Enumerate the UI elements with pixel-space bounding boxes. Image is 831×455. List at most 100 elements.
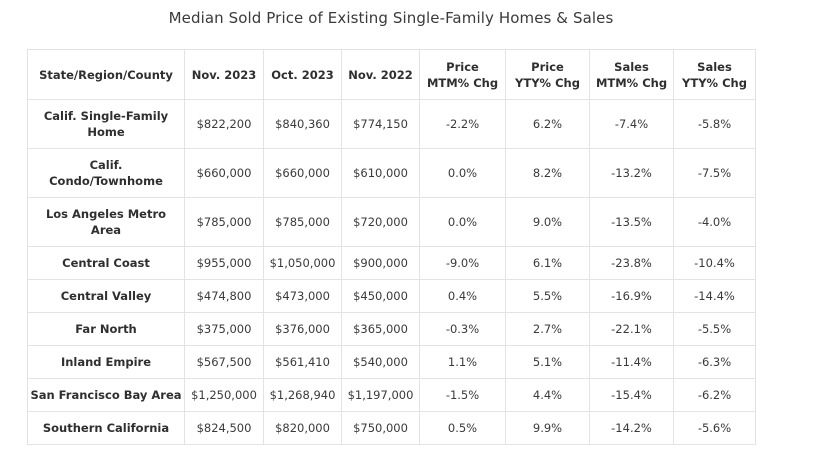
header-nov-2023: Nov. 2023 [184,49,264,100]
cell-nov-2023: $955,000 [184,246,264,280]
cell-price-mtm: 0.5% [419,411,506,445]
region-name-line: Calif. [89,158,123,172]
cell-nov-2023: $785,000 [184,197,264,247]
cell-sales-mtm: -13.5% [589,197,674,247]
cell-nov-2022: $900,000 [341,246,420,280]
cell-price-yty: 6.1% [505,246,590,280]
region-name-line: Los Angeles Metro [45,207,167,221]
region-name-cell: Far North [27,312,185,346]
cell-sales-yty: -5.8% [673,99,756,149]
region-name-cell: Southern California [27,411,185,445]
cell-nov-2022: $540,000 [341,345,420,379]
table-row: Central Valley $474,800 $473,000 $450,000 0.… [27,279,756,313]
cell-price-yty: 8.2% [505,148,590,198]
region-name-line: Inland Empire [60,355,152,369]
header-sales-mtm: Sales MTM% Chg [589,49,674,100]
cell-price-mtm: 0.0% [419,148,506,198]
cell-nov-2023: $1,250,000 [184,378,264,412]
header-oct-2023: Oct. 2023 [263,49,342,100]
table-row: Southern California $824,500 $820,000 $750,… [27,411,756,445]
cell-nov-2022: $750,000 [341,411,420,445]
cell-sales-yty: -7.5% [673,148,756,198]
cell-oct-2023: $660,000 [263,148,342,198]
cell-nov-2023: $474,800 [184,279,264,313]
cell-nov-2022: $450,000 [341,279,420,313]
cell-price-yty: 2.7% [505,312,590,346]
table-row: Far North $375,000 $376,000 $365,000 -0.3% 2.… [27,312,756,346]
table-row: Los Angeles Metro Area $785,000 $785,000 $72… [27,197,756,247]
table-body: Calif. Single-Family Home $822,200 $840,360… [27,99,756,445]
header-label-line: State/Region/County [39,67,173,82]
region-name-cell: Los Angeles Metro Area [27,197,185,247]
cell-nov-2022: $610,000 [341,148,420,198]
cell-price-yty: 5.1% [505,345,590,379]
table-row: Central Coast $955,000 $1,050,000 $900,000 -… [27,246,756,280]
region-name-cell: Inland Empire [27,345,185,379]
cell-sales-yty: -4.0% [673,197,756,247]
region-name-line: Condo/Townhome [49,174,163,188]
cell-oct-2023: $820,000 [263,411,342,445]
region-name-cell: Central Coast [27,246,185,280]
region-name-cell: Central Valley [27,279,185,313]
cell-oct-2023: $561,410 [263,345,342,379]
cell-nov-2023: $660,000 [184,148,264,198]
price-sales-table: State/Region/County Nov. 2023 Oct. 2023 Nov… [27,49,756,445]
cell-price-yty: 4.4% [505,378,590,412]
region-name-cell: San Francisco Bay Area [27,378,185,412]
cell-price-yty: 5.5% [505,279,590,313]
header-label-line: Oct. 2023 [271,67,334,82]
cell-sales-mtm: -23.8% [589,246,674,280]
cell-oct-2023: $1,268,940 [263,378,342,412]
cell-oct-2023: $473,000 [263,279,342,313]
header-label-line: Sales [614,59,649,74]
header-sales-yty: Sales YTY% Chg [673,49,756,100]
cell-price-mtm: -1.5% [419,378,506,412]
header-label-line: YTY% Chg [515,75,580,90]
cell-oct-2023: $785,000 [263,197,342,247]
region-name-cell: Calif. Condo/Townhome [27,148,185,198]
header-row: State/Region/County Nov. 2023 Oct. 2023 Nov… [27,49,756,100]
header-label-line: Nov. 2023 [191,67,257,82]
region-name-line: Central Valley [60,289,152,303]
table-row: Inland Empire $567,500 $561,410 $540,000 1.1… [27,345,756,379]
cell-sales-mtm: -14.2% [589,411,674,445]
cell-sales-yty: -10.4% [673,246,756,280]
table-header: State/Region/County Nov. 2023 Oct. 2023 Nov… [27,49,756,100]
cell-nov-2022: $720,000 [341,197,420,247]
cell-sales-yty: -5.6% [673,411,756,445]
cell-price-yty: 6.2% [505,99,590,149]
cell-sales-mtm: -15.4% [589,378,674,412]
cell-sales-yty: -5.5% [673,312,756,346]
region-name-line: Home [87,125,125,139]
table-row: Calif. Condo/Townhome $660,000 $660,000 $610… [27,148,756,198]
cell-oct-2023: $1,050,000 [263,246,342,280]
cell-sales-yty: -14.4% [673,279,756,313]
cell-nov-2023: $567,500 [184,345,264,379]
cell-nov-2023: $822,200 [184,99,264,149]
cell-sales-mtm: -16.9% [589,279,674,313]
table-row: San Francisco Bay Area $1,250,000 $1,268,9… [27,378,756,412]
cell-sales-mtm: -13.2% [589,148,674,198]
table-row: Calif. Single-Family Home $822,200 $840,360… [27,99,756,149]
cell-price-yty: 9.9% [505,411,590,445]
cell-price-yty: 9.0% [505,197,590,247]
cell-oct-2023: $840,360 [263,99,342,149]
cell-price-mtm: 1.1% [419,345,506,379]
header-price-mtm: Price MTM% Chg [419,49,506,100]
cell-sales-mtm: -11.4% [589,345,674,379]
header-label-line: YTY% Chg [682,75,747,90]
header-label-line: MTM% Chg [595,75,668,90]
region-name-line: San Francisco Bay Area [30,388,182,402]
page-title: Median Sold Price of Existing Single-Fam… [168,9,614,27]
cell-sales-yty: -6.3% [673,345,756,379]
cell-nov-2023: $375,000 [184,312,264,346]
header-region: State/Region/County [27,49,185,100]
region-name-line: Central Coast [62,256,150,270]
header-price-yty: Price YTY% Chg [505,49,590,100]
region-name-line: Far North [75,322,137,336]
region-name-line: Calif. Single-Family [43,109,169,123]
cell-price-mtm: -0.3% [419,312,506,346]
region-name-line: Area [90,223,122,237]
cell-oct-2023: $376,000 [263,312,342,346]
cell-nov-2022: $1,197,000 [341,378,420,412]
